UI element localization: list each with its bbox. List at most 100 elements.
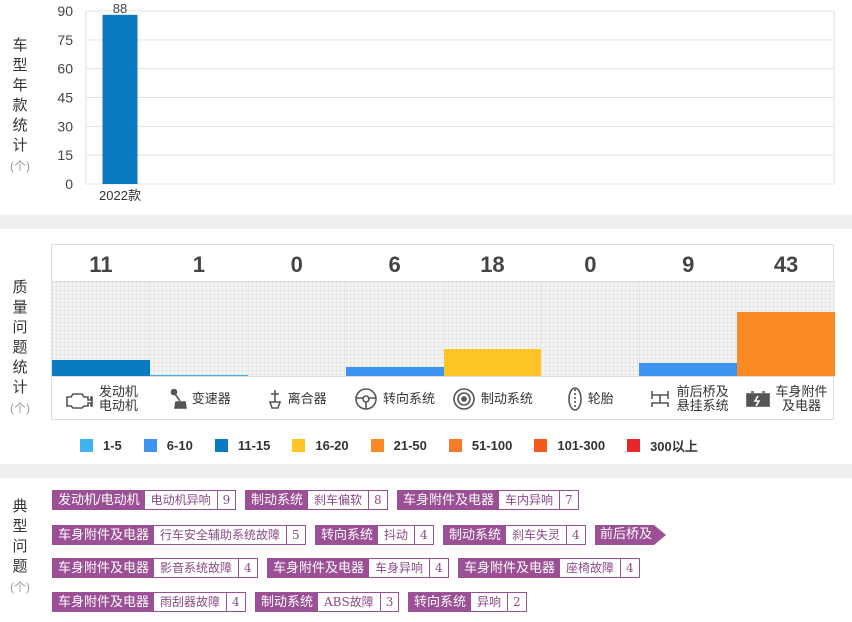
quality-column: 0 轮胎 <box>541 245 640 421</box>
category-label-line: 制动系统 <box>480 391 533 406</box>
bar-area <box>149 282 248 376</box>
bar-area <box>345 282 444 376</box>
section-label-char: 问 <box>12 538 28 555</box>
engine-icon <box>64 389 99 409</box>
problem-issue: 刹车失灵 <box>512 528 561 542</box>
category-label: 轮胎 <box>541 376 640 421</box>
section-label-char: 典 <box>12 498 28 515</box>
problem-count: 18 <box>443 245 542 282</box>
legend-swatch <box>370 438 384 452</box>
section-label-char: 车 <box>12 37 28 54</box>
problem-issue: ABS故障 <box>324 595 374 609</box>
problem-count: 9 <box>639 245 738 282</box>
problem-count: 5 <box>286 526 305 544</box>
problem-system: 转向系统 <box>316 526 379 544</box>
quality-section-label: 质量问题统计 (个) <box>8 278 32 418</box>
problem-system: 车身附件及电器 <box>53 593 155 611</box>
problem-count: 4 <box>566 526 585 544</box>
problem-count: 4 <box>238 559 257 577</box>
bar-area <box>639 282 738 376</box>
section-divider <box>0 215 852 229</box>
category-label: 变速器 <box>149 376 248 421</box>
legend-label: 21-50 <box>393 437 427 453</box>
quality-column: 18 制动系统 <box>443 245 542 421</box>
legend: 1-5 6-10 11-15 16-20 21-50 51-100 101-300 300以上 <box>80 436 720 454</box>
problem-count: 3 <box>379 593 399 611</box>
section-label-char: 计 <box>12 137 28 154</box>
year-bar <box>102 14 138 184</box>
section-label-char: 计 <box>12 379 28 396</box>
problem-tag[interactable]: 转向系统 异响 2 <box>408 592 527 612</box>
legend-label: 101-300 <box>557 437 606 453</box>
problem-count: 0 <box>247 245 346 282</box>
y-tick-label: 45 <box>57 90 73 106</box>
legend-item: 16-20 <box>292 436 349 454</box>
legend-item: 51-100 <box>448 436 513 454</box>
quality-problem-grid: 11 发动机 电动机 1 变速器 0 离合器 6 转向系统 18 制动系统 0 轮胎 9 前后桥及 悬挂系统 4… <box>51 244 835 421</box>
problem-system: 车身附件及电器 <box>459 559 561 577</box>
problem-count: 4 <box>414 526 433 544</box>
tire-icon <box>567 386 588 412</box>
bar-area <box>737 282 835 376</box>
problem-system: 车身附件及电器 <box>53 559 155 577</box>
problem-tag[interactable]: 车身附件及电器 车内异响 7 <box>397 490 579 510</box>
category-label-line: 电动机 <box>98 398 138 413</box>
problem-tag[interactable]: 车身附件及电器 车身异响 4 <box>267 558 449 578</box>
section-label-char: 质 <box>12 279 28 296</box>
legend-label: 6-10 <box>166 437 193 453</box>
problem-tag[interactable]: 制动系统 刹车偏软 8 <box>245 490 388 510</box>
steering-wheel-icon <box>354 387 383 411</box>
quality-column: 11 发动机 电动机 <box>52 245 150 421</box>
typical-section-label: 典型问题 (个) <box>8 497 32 597</box>
problem-tag[interactable]: 发动机/电动机 电动机异响 9 <box>52 490 237 510</box>
problem-count: 9 <box>216 491 236 509</box>
problem-tag[interactable]: 转向系统 抖动 4 <box>315 525 434 545</box>
quality-bar <box>443 349 542 376</box>
legend-label: 11-15 <box>237 437 271 453</box>
legend-swatch <box>534 438 548 452</box>
y-tick-label: 0 <box>65 176 73 192</box>
category-label-line: 离合器 <box>287 391 327 406</box>
problem-tag[interactable]: 车身附件及电器 行车安全辅助系统故障 5 <box>52 525 306 545</box>
bar-area <box>443 282 542 376</box>
section-label-char: 题 <box>12 339 28 356</box>
section-label-char: 统 <box>12 117 28 134</box>
brake-disc-icon <box>452 387 481 411</box>
problem-tag[interactable]: 制动系统 ABS故障 3 <box>255 592 400 612</box>
section-label-char: 统 <box>12 359 28 376</box>
quality-column: 1 变速器 <box>149 245 248 421</box>
section-label-char: 问 <box>12 319 28 336</box>
legend-item: 11-15 <box>214 436 271 454</box>
category-label-line: 轮胎 <box>587 391 614 406</box>
y-tick-label: 90 <box>57 3 73 19</box>
problem-tag[interactable]: 车身附件及电器 雨刮器故障 4 <box>52 592 246 612</box>
problem-count: 43 <box>737 245 835 282</box>
problem-issue: 影音系统故障 <box>160 561 233 575</box>
category-label-line: 车身附件 <box>775 384 828 399</box>
category-label-line: 前后桥及 <box>676 384 729 399</box>
legend-item: 1-5 <box>80 436 122 454</box>
problem-tag[interactable]: 车身附件及电器 影音系统故障 4 <box>52 558 258 578</box>
problem-tag[interactable]: 制动系统 刹车失灵 4 <box>443 525 586 545</box>
section-unit: (个) <box>10 159 30 173</box>
battery-icon <box>745 390 776 408</box>
legend-item: 101-300 <box>534 436 605 454</box>
x-tick-label: 2022款 <box>99 188 141 203</box>
legend-swatch <box>80 438 93 452</box>
section-label-char: 量 <box>12 299 28 316</box>
category-label: 前后桥及 悬挂系统 <box>639 376 738 421</box>
suspension-icon <box>648 388 677 410</box>
problem-tag[interactable]: 前后桥及 <box>595 525 667 545</box>
problem-system: 发动机/电动机 <box>53 491 145 509</box>
legend-label: 51-100 <box>471 437 513 453</box>
y-tick-label: 60 <box>57 61 73 77</box>
problem-issue: 车身异响 <box>375 561 424 575</box>
problem-tag[interactable]: 车身附件及电器 座椅故障 4 <box>458 558 640 578</box>
quality-bar <box>737 312 835 376</box>
problem-count: 2 <box>507 593 526 611</box>
problem-count: 6 <box>345 245 444 282</box>
problem-issue: 雨刮器故障 <box>160 595 221 609</box>
quality-column: 43 车身附件 及电器 <box>737 245 835 421</box>
problem-count: 11 <box>52 245 150 282</box>
problem-issue: 座椅故障 <box>566 561 615 575</box>
